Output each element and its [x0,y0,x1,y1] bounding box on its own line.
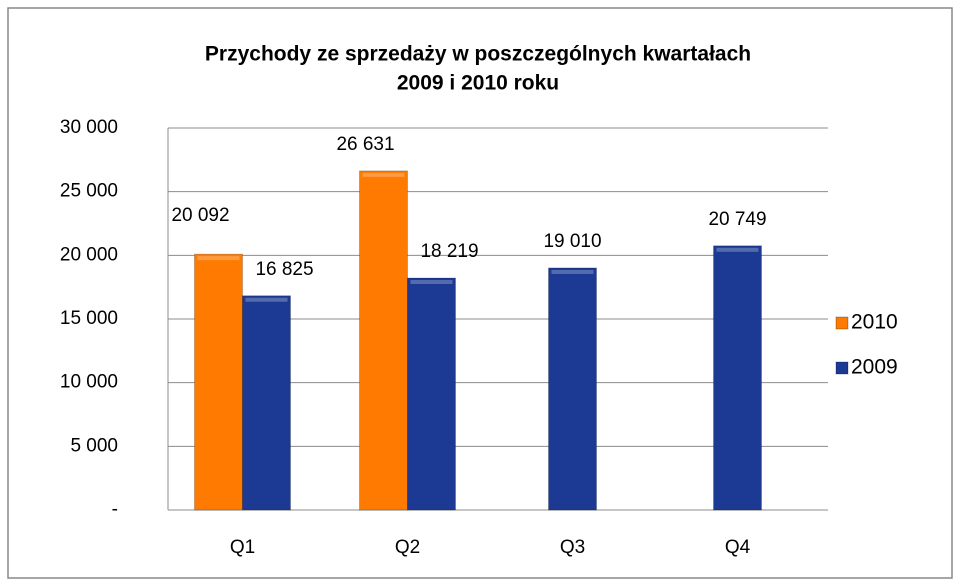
bar-highlight [245,297,288,302]
bar [242,295,291,511]
bar [194,253,243,511]
data-label: 19 010 [543,231,601,252]
data-label: 26 631 [336,134,394,155]
y-tick-label: 15 000 [60,308,118,329]
bar [359,170,408,511]
y-tick-label: 30 000 [60,117,118,138]
bar-highlight [716,247,759,252]
data-label: 18 219 [420,241,478,262]
bar [548,267,597,511]
x-tick-label: Q3 [560,537,585,558]
data-label: 20 749 [708,209,766,230]
chart-title: Przychody ze sprzedaży w poszczególnych … [205,43,751,66]
x-tick-label: Q2 [395,537,420,558]
chart-title: 2009 i 2010 roku [397,72,559,95]
x-tick-label: Q1 [230,537,255,558]
x-tick-label: Q4 [725,537,751,558]
y-tick-label: 20 000 [60,244,118,265]
y-tick-label: 10 000 [60,372,118,393]
legend-swatch [835,361,849,375]
bar [407,277,456,511]
bar-highlight [197,256,240,261]
bar-highlight [410,280,453,285]
y-tick-label: 25 000 [60,181,118,202]
y-tick-label: - [112,499,118,520]
bar-highlight [362,172,405,177]
y-tick-label: 5 000 [70,435,118,456]
bar-highlight [551,269,594,274]
bar [713,245,762,511]
legend-label: 2010 [851,311,898,334]
chart-border [7,7,953,579]
legend-label: 2009 [851,356,898,379]
data-label: 20 092 [171,205,229,226]
data-label: 16 825 [255,259,313,280]
legend-swatch [835,316,849,330]
